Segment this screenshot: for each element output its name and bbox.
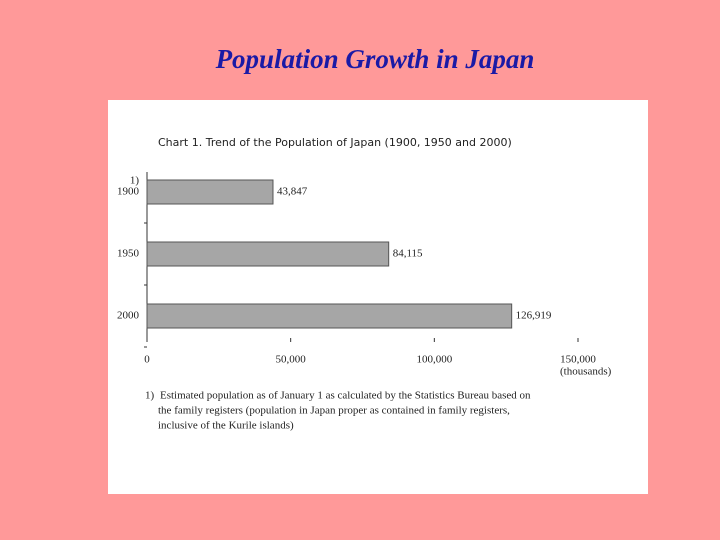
value-label: 126,919	[516, 310, 552, 322]
x-unit: (thousands)	[560, 366, 612, 378]
slide-title: Population Growth in Japan	[215, 44, 535, 74]
x-tick-label: 100,000	[416, 354, 452, 366]
y-tick-label: 1900	[117, 186, 140, 198]
chart-panel	[108, 100, 648, 494]
x-tick-label: 50,000	[276, 354, 307, 366]
chart-title: Chart 1. Trend of the Population of Japa…	[158, 136, 512, 149]
bar	[146, 303, 513, 329]
x-tick-label: 0	[144, 354, 150, 366]
x-tick-label: 150,000	[560, 354, 596, 366]
y-tick-label: 2000	[117, 310, 140, 322]
value-label: 84,115	[393, 248, 423, 260]
value-label: 43,847	[277, 186, 308, 198]
category-marker: 1)	[130, 175, 140, 187]
footnote-line: the family registers (population in Japa…	[158, 405, 510, 417]
footnote-marker: 1)	[145, 390, 155, 402]
bar	[146, 179, 274, 205]
y-tick-label: 1950	[117, 248, 140, 260]
footnote-line: inclusive of the Kurile islands)	[158, 420, 294, 432]
bar	[146, 241, 390, 267]
footnote-line: Estimated population as of January 1 as …	[160, 390, 531, 402]
